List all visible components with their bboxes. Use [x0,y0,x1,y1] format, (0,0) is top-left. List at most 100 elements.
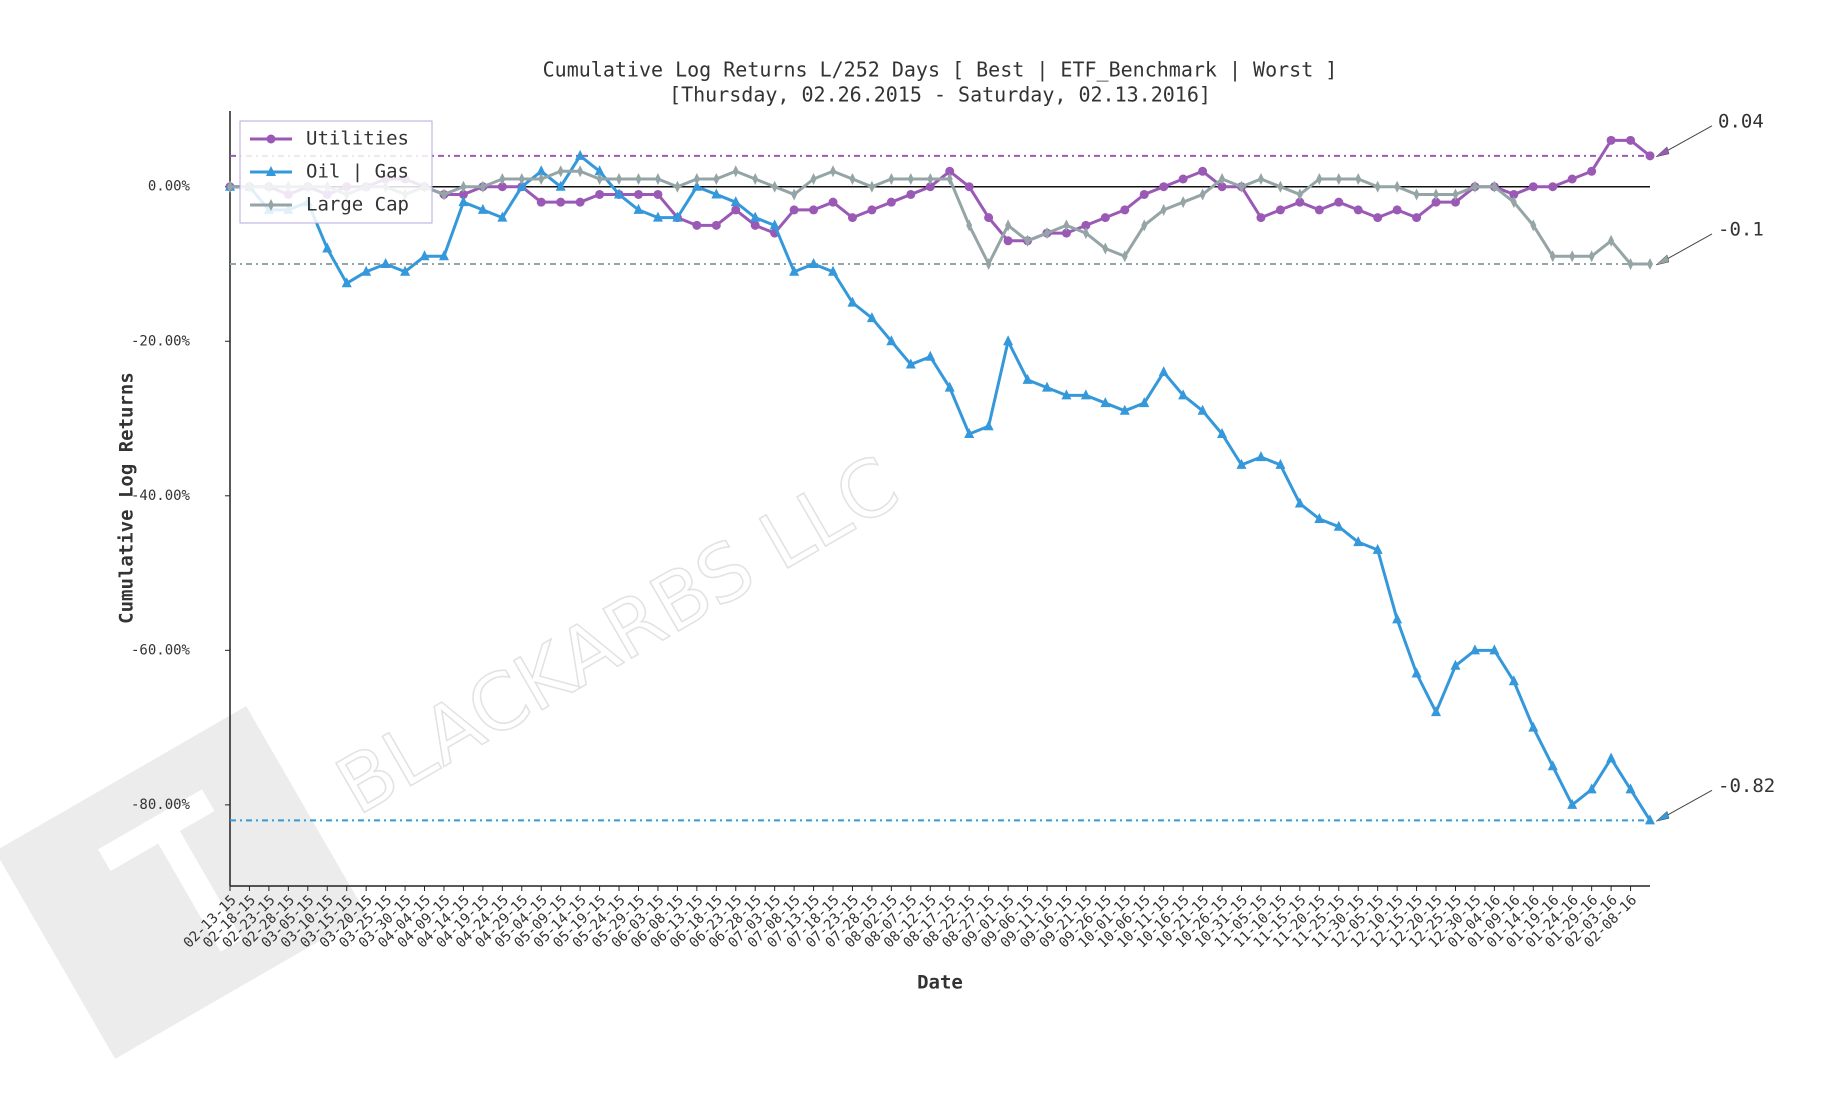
watermark: BLACKARBS LLC [322,440,913,833]
y-tick-label: -40.00% [131,488,191,504]
legend-label: Large Cap [306,194,409,216]
point [1355,172,1362,185]
point [866,312,877,323]
point [458,196,469,207]
point [400,265,411,276]
point [575,197,585,207]
series [227,165,1653,270]
point [1413,188,1420,201]
point [653,189,663,199]
point [1606,135,1616,145]
point [886,335,897,346]
y-axis-label: Cumulative Log Returns [116,372,138,624]
point [830,165,837,178]
point [614,188,625,199]
point [518,172,525,185]
point [1257,172,1264,185]
point [419,250,430,261]
point [691,180,702,191]
point [964,182,974,192]
point [1024,234,1031,247]
point [711,188,722,199]
point [1450,659,1461,670]
point [1256,213,1266,223]
logo-glyph [98,789,243,952]
point [1277,180,1284,193]
point [1102,242,1109,255]
point [652,211,663,222]
point [1411,667,1422,678]
point [1082,227,1089,240]
point [633,203,644,214]
point [752,172,759,185]
y-tick-label: -20.00% [131,333,191,349]
point [1606,752,1617,763]
point [868,180,875,193]
point [1374,180,1381,193]
point [1180,196,1187,209]
point [809,205,819,215]
point [1159,182,1169,192]
point [577,165,584,178]
point [361,265,372,276]
y-tick-label: -60.00% [131,642,191,658]
y-tick-label: -80.00% [131,797,191,813]
point [1003,236,1013,246]
point [1120,205,1130,215]
point [808,257,819,268]
point [1334,197,1344,207]
point [1373,213,1383,223]
point [1198,166,1208,176]
point [1335,172,1342,185]
point [1372,543,1383,554]
point [516,180,527,191]
point [1392,613,1403,624]
point [266,134,276,144]
point [1314,512,1325,523]
point [791,188,798,201]
point [1586,783,1597,794]
point [1316,172,1323,185]
point [538,172,545,185]
point [927,172,934,185]
point [460,180,467,193]
point [1121,250,1128,263]
point [713,172,720,185]
point [1219,172,1226,185]
point [536,197,546,207]
annotation-label: -0.1 [1718,218,1764,240]
point [1080,389,1091,400]
point [849,172,856,185]
point [1353,536,1364,547]
point [828,265,839,276]
point [906,189,916,199]
point [888,172,895,185]
point [1528,182,1538,192]
point [964,427,975,438]
point [693,172,700,185]
point [1333,520,1344,531]
logo [0,706,367,1059]
point [1491,180,1498,193]
point [1569,250,1576,263]
point [867,205,877,215]
point [750,211,761,222]
point [1645,814,1655,825]
point [1509,189,1519,199]
point [1005,219,1012,232]
point [1081,220,1091,230]
point [1588,250,1595,263]
point [847,296,858,307]
point [944,381,955,392]
point [1450,197,1460,207]
point [575,149,586,160]
point [1063,219,1070,232]
point [674,180,681,193]
point [731,205,741,215]
point [380,257,391,268]
point [771,180,778,193]
point [750,220,760,230]
point [1627,257,1634,270]
point [1061,389,1072,400]
